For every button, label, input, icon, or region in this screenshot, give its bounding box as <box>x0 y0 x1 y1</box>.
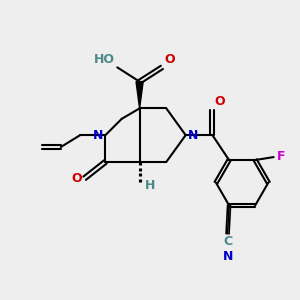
Polygon shape <box>136 82 143 108</box>
Text: N: N <box>188 129 198 142</box>
Text: O: O <box>215 95 225 108</box>
Text: HO: HO <box>94 53 115 66</box>
Text: H: H <box>145 178 155 192</box>
Text: N: N <box>222 250 233 263</box>
Text: O: O <box>164 53 175 66</box>
Text: O: O <box>71 172 82 185</box>
Text: C: C <box>223 235 232 248</box>
Text: N: N <box>93 129 103 142</box>
Text: F: F <box>277 150 285 163</box>
